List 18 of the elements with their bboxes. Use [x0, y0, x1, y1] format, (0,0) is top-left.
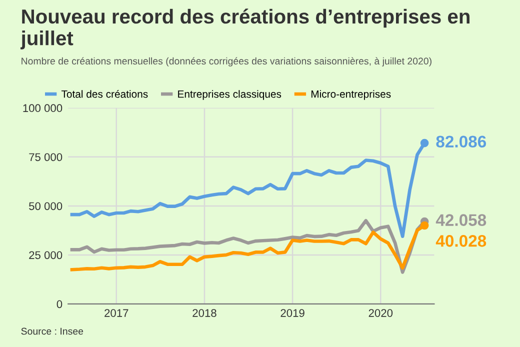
data-label: 40.028 [436, 235, 486, 247]
legend-label: Total des créations [61, 90, 148, 98]
source-note: Source : Insee [21, 328, 84, 335]
legend-label: Entreprises classiques [178, 90, 282, 100]
x-tick-label: 2018 [192, 309, 216, 317]
legend-label: Micro-entreprises [311, 90, 391, 100]
chart-subtitle: Nombre de créations mensuelles (données corrigées des variations saisonnières, à juillet 2020) [22, 57, 432, 66]
x-tick-label: 2017 [104, 309, 128, 317]
data-label: 42.058 [436, 214, 486, 226]
y-tick-label: 0 [56, 300, 62, 308]
y-tick-label: 100 000 [23, 104, 62, 112]
y-tick-label: 50 000 [29, 202, 62, 210]
x-tick-label: 2019 [280, 309, 304, 317]
data-label: 82.086 [436, 136, 486, 148]
x-tick-label: 2020 [368, 309, 393, 317]
y-tick-label: 75 000 [29, 153, 62, 162]
y-tick-label: 25 000 [29, 251, 62, 260]
chart-title: Nouveau record des créations d’entreprises en juillet [20, 8, 470, 50]
